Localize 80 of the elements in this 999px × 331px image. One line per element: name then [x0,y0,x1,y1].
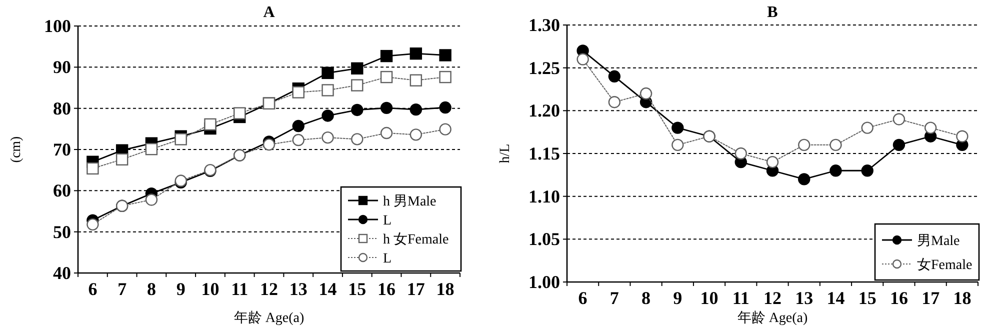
x-tick-label: 11 [231,279,248,299]
y-tick-label: 100 [44,16,71,36]
point [86,162,99,175]
point [262,138,276,151]
legend-label: 女Female [917,257,972,273]
x-tick-label: 6 [88,279,98,299]
x-tick-label: 12 [764,288,782,308]
point [410,47,422,60]
point [608,70,621,82]
x-tick-label: 15 [858,288,876,308]
point [439,49,452,62]
point [116,153,128,166]
point [174,133,187,146]
point [439,101,452,114]
x-tick-label: 14 [826,288,845,308]
point [892,138,906,152]
y-tick-label: 40 [53,263,71,283]
point [351,104,364,116]
point [672,122,684,134]
x-tick-label: 18 [436,279,454,299]
x-tick-label: 16 [378,279,396,299]
point [204,118,216,130]
x-tick-label: 10 [201,279,220,299]
point [380,102,393,114]
point [380,50,393,62]
x-tick-label: 7 [118,279,127,299]
y-tick-label: 1.00 [528,272,560,292]
y-axis-title: h/L [498,144,513,164]
y-tick-label: 1.30 [528,15,560,35]
x-tick-label: 18 [953,288,972,308]
y-tick-label: 50 [53,222,71,242]
x-tick-label: 6 [578,288,588,308]
point [86,218,99,231]
chart-title: B [767,4,778,21]
x-tick-label: 7 [610,288,619,308]
y-tick-label: 1.10 [528,186,560,206]
x-tick-label: 17 [406,279,425,299]
legend-label: h 女Female [383,232,449,248]
y-tick-label: 1.20 [528,100,560,121]
x-tick-label: 8 [146,279,156,299]
y-axis-title: (cm) [9,136,24,163]
point [861,164,874,177]
point [410,103,422,116]
point [322,110,334,122]
y-tick-label: 60 [53,180,71,201]
y-tick-label: 1.05 [528,229,560,250]
x-tick-label: 17 [922,288,940,308]
y-tick-label: 1.15 [528,144,560,164]
x-tick-label: 15 [348,279,366,299]
point [380,70,393,84]
x-tick-label: 14 [318,279,337,299]
legend-label: h 男Male [383,194,436,210]
legend-label: L [383,252,392,266]
point [351,62,364,74]
x-axis-title: 年龄 Age(a) [737,310,808,326]
point [830,164,842,177]
x-tick-label: 8 [642,288,651,308]
chart-title: A [263,4,276,21]
point [145,194,158,206]
x-tick-label: 16 [890,288,908,308]
x-tick-label: 11 [732,288,750,308]
point [292,86,304,98]
y-tick-label: 1.25 [528,58,560,78]
legend-label: L [383,214,392,228]
y-tick-label: 70 [53,140,71,160]
point [292,120,304,132]
x-tick-label: 10 [700,288,718,308]
y-tick-label: 90 [53,57,71,78]
point [322,66,334,80]
y-tick-label: 80 [53,98,71,118]
x-axis-title: 年龄 Age(a) [234,310,305,326]
x-tick-label: 9 [673,288,682,308]
point [145,142,158,156]
x-tick-label: 13 [795,288,814,308]
legend-label: 男Male [917,234,960,249]
point [798,173,810,186]
x-tick-label: 9 [176,279,186,299]
x-tick-label: 12 [260,279,278,299]
x-tick-label: 13 [289,279,308,299]
point [234,107,246,120]
